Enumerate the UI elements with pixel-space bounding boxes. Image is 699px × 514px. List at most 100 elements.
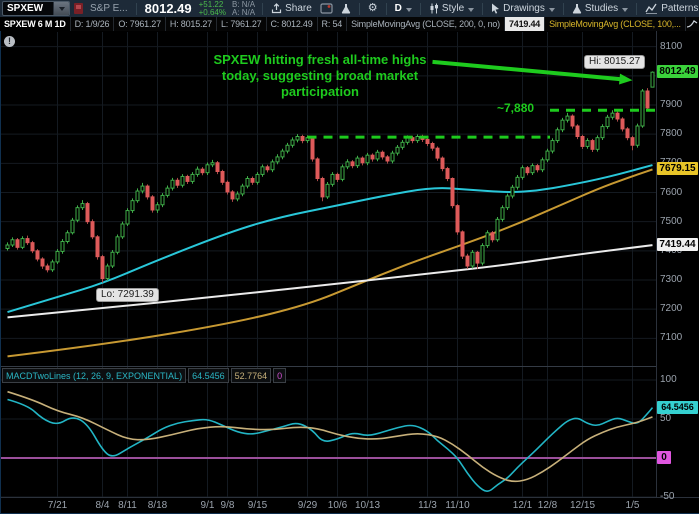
ohlc-chip[interactable]: L: 7961.27: [217, 17, 267, 31]
top-toolbar: SPXEW S&P E... 8012.49 +51.22 +0.64% B: …: [0, 0, 699, 18]
corporate-actions-icon[interactable]: [74, 3, 83, 14]
separator: [419, 2, 421, 15]
low-marker-bubble: Lo: 7291.39: [96, 288, 159, 302]
price-change: +51.22 +0.64%: [198, 0, 226, 17]
separator: [358, 2, 360, 15]
ohlc-chip[interactable]: D: 1/9/26: [71, 17, 115, 31]
macd-signal-value: 52.7764: [230, 368, 272, 383]
date-label: 10/6: [327, 500, 348, 511]
separator: [636, 2, 638, 15]
studies-button[interactable]: Studies: [568, 0, 632, 17]
alerts-icon: [320, 3, 333, 14]
price-tick-label: 8100: [660, 40, 683, 52]
share-button[interactable]: Share: [267, 0, 316, 17]
date-label: 12/15: [569, 500, 596, 511]
ohlc-chip[interactable]: C: 8012.49: [267, 17, 318, 31]
annotation-line: today, suggesting broad market: [221, 68, 419, 83]
timeframe-label: D: [394, 3, 402, 14]
sma200-value-chip: 7419.44: [504, 17, 546, 31]
separator: [385, 2, 387, 15]
price-tick-label: 7600: [660, 186, 683, 198]
bid-value: B: N/A: [231, 0, 256, 9]
macd-value: 64.5456: [188, 368, 229, 383]
date-label: 8/11: [118, 500, 137, 511]
price-tick-label: 7300: [660, 274, 683, 285]
chevron-down-icon: [468, 7, 475, 12]
separator: [482, 2, 484, 15]
date-label: 12/8: [537, 500, 558, 511]
ohlc-chip[interactable]: O: 7961.27: [114, 17, 166, 31]
alerts-button[interactable]: [316, 0, 337, 17]
separator: [262, 2, 264, 15]
date-label: 10/13: [354, 500, 381, 511]
ask-value: A: N/A: [231, 7, 256, 17]
macd-tick-label: -50: [660, 491, 675, 502]
date-label: 11/10: [445, 500, 470, 511]
resistance-level-label[interactable]: ~7,880: [497, 101, 535, 115]
candle-style-icon: [430, 3, 438, 14]
date-label: 8/4: [95, 500, 110, 511]
last-price-axis-box: 8012.49: [657, 65, 698, 79]
window-edge: [0, 31, 1, 514]
macd-zero-value: 0: [273, 368, 287, 383]
style-label: Style: [441, 3, 465, 14]
separator: [562, 2, 564, 15]
annotation-line: participation: [280, 84, 359, 99]
chevron-down-icon: [58, 6, 65, 11]
drawings-button[interactable]: Drawings: [487, 0, 559, 17]
macd-tick-label: 50: [660, 413, 672, 424]
chart-notice-icon[interactable]: !: [4, 36, 15, 47]
macd-axis-box: 64.5456: [657, 400, 698, 414]
chevron-down-icon: [548, 7, 555, 12]
sma100-axis-box: 7679.15: [657, 162, 698, 176]
date-label: 9/15: [247, 500, 268, 511]
ohlc-chip[interactable]: SimpleMovingAvg (CLOSE, 200, 0, no): [347, 17, 505, 31]
gear-icon: ⚙: [367, 2, 378, 14]
last-price: 8012.49: [144, 1, 192, 16]
timeframe-button[interactable]: D: [391, 0, 416, 17]
chart-annotation-text[interactable]: SPXEW hitting fresh all-time highs today…: [188, 52, 452, 100]
share-icon: [272, 3, 282, 14]
arrow-drawing: [619, 73, 633, 85]
change-percent: +0.64%: [198, 7, 226, 17]
cursor-icon: [492, 3, 500, 14]
macd-tick-label: 100: [660, 374, 677, 385]
ohlc-chip[interactable]: H: 8015.27: [166, 17, 217, 31]
price-tick-label: 7200: [660, 303, 683, 315]
ohlc-chip[interactable]: R: 54: [318, 17, 348, 31]
collapse-studies-icon[interactable]: [686, 17, 698, 31]
symbol-input[interactable]: SPXEW: [2, 1, 70, 16]
company-name: S&P E...: [90, 3, 128, 14]
date-label: 11/3: [418, 500, 437, 511]
patterns-button[interactable]: Patterns: [641, 0, 699, 17]
chevron-down-icon: [622, 7, 629, 12]
date-label: 8/18: [147, 500, 168, 511]
date-label: 9/1: [200, 500, 215, 511]
settings-button[interactable]: ⚙: [364, 0, 382, 17]
separator: [135, 2, 137, 15]
drawings-label: Drawings: [503, 3, 545, 14]
patterns-label: Patterns: [661, 3, 699, 14]
high-marker-bubble: Hi: 8015.27: [584, 55, 646, 69]
flask-button[interactable]: [337, 0, 355, 17]
candles: [5, 71, 655, 283]
macd-zero-axis-box: 0: [657, 451, 671, 464]
macd-study-label[interactable]: MACDTwoLines (12, 26, 9, EXPONENTIAL): [2, 368, 187, 383]
date-label: 9/29: [297, 500, 318, 511]
chart-symbol-period-chip[interactable]: SPXEW 6 M 1D: [0, 17, 71, 31]
bid-ask: B: N/A A: N/A: [231, 0, 256, 17]
flask-icon: [572, 4, 581, 14]
date-label: 12/1: [512, 500, 533, 511]
annotation-line: SPXEW hitting fresh all-time highs: [213, 52, 427, 67]
sma100-study-chip[interactable]: SimpleMovingAvg (CLOSE, 100,...: [545, 17, 686, 31]
date-label: 9/8: [220, 500, 235, 511]
style-button[interactable]: Style: [425, 0, 478, 17]
date-label: 1/5: [625, 500, 640, 511]
flask-icon: [341, 4, 350, 14]
status-row: SPXEW 6 M 1D D: 1/9/26 O: 7961.27 H: 8015.2…: [0, 17, 699, 31]
price-tick-label: 7900: [660, 99, 683, 110]
chevron-down-icon: [405, 7, 412, 12]
symbol-dropdown-button[interactable]: [53, 2, 69, 15]
symbol-value[interactable]: SPXEW: [7, 3, 44, 14]
